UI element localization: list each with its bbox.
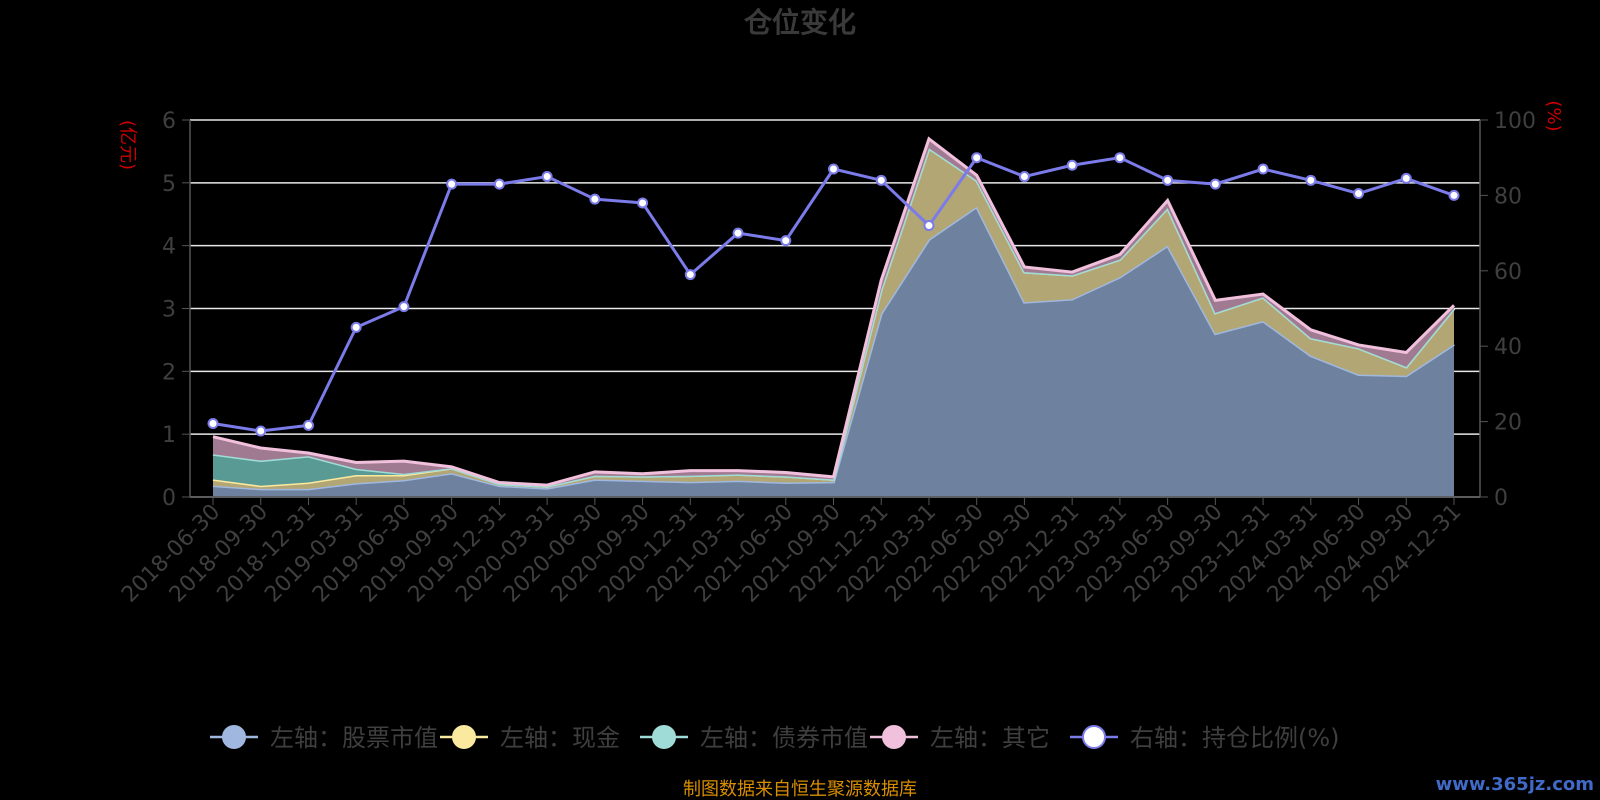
right-tick-label: 40: [1494, 335, 1522, 360]
legend-marker-0: [222, 725, 246, 749]
ratio-point: [446, 178, 458, 190]
ratio-point: [541, 171, 553, 183]
ratio-point: [398, 301, 410, 313]
right-tick-label: 60: [1494, 260, 1522, 285]
ratio-point: [1066, 159, 1078, 171]
ratio-point: [302, 419, 314, 431]
ratio-point: [780, 235, 792, 247]
right-axis-unit: (%): [1543, 100, 1564, 131]
legend-marker-2: [652, 725, 676, 749]
legend-label-0: 左轴：股票市值: [270, 724, 438, 752]
ratio-point: [684, 269, 696, 281]
legend-marker-1: [452, 725, 476, 749]
ratio-point: [207, 417, 219, 429]
source-note: 制图数据来自恒生聚源数据库: [683, 779, 917, 800]
ratio-point: [1162, 174, 1174, 186]
ratio-point: [828, 163, 839, 175]
legend-label-1: 左轴：现金: [500, 724, 620, 752]
left-tick-label: 6: [162, 109, 176, 134]
ratio-point: [875, 174, 887, 186]
legend-label-2: 左轴：债券市值: [700, 724, 868, 752]
legend: 左轴：股票市值 左轴：现金 左轴：债券市值 左轴：其它 右轴：持仓比例(%): [210, 724, 1340, 752]
left-tick-label: 1: [162, 423, 176, 448]
legend-marker-3: [882, 725, 906, 749]
ratio-point: [923, 220, 935, 232]
ratio-point: [1114, 152, 1126, 164]
legend-label-3: 左轴：其它: [930, 724, 1050, 752]
right-tick-label: 80: [1494, 184, 1522, 209]
ratio-point: [493, 178, 505, 190]
left-tick-label: 2: [162, 360, 176, 385]
left-axis-unit: (亿元): [117, 120, 138, 170]
area-series-0: [213, 206, 1454, 497]
ratio-point: [350, 321, 362, 333]
ratio-point: [971, 152, 983, 164]
area-edge-series-3: [212, 136, 1456, 487]
chart-title: 仓位变化: [744, 6, 856, 39]
ratio-point: [1448, 189, 1460, 201]
right-tick-label: 20: [1494, 411, 1522, 436]
right-tick-label: 100: [1494, 109, 1536, 134]
holding-ratio-line: [207, 152, 1460, 437]
area-edge-series-2: [212, 145, 1456, 488]
ratio-point: [732, 227, 744, 239]
ratio-point: [1400, 172, 1412, 184]
ratio-point: [255, 425, 267, 437]
left-tick-label: 5: [162, 172, 176, 197]
ratio-point: [1305, 174, 1317, 186]
left-tick-label: 0: [162, 486, 176, 511]
left-tick-label: 3: [162, 298, 176, 323]
right-tick-label: 0: [1494, 486, 1508, 511]
stacked-areas: [212, 136, 1456, 497]
ratio-point: [1257, 163, 1269, 175]
ratio-point: [1209, 178, 1221, 190]
watermark: www.365jz.com: [1436, 774, 1594, 795]
legend-marker-4: [1082, 725, 1106, 749]
ratio-point: [1353, 188, 1365, 200]
ratio-point: [637, 197, 649, 209]
ratio-point: [1018, 171, 1030, 183]
left-tick-label: 4: [162, 235, 176, 260]
ratio-point: [589, 193, 601, 205]
legend-label-4: 右轴：持仓比例(%): [1130, 724, 1340, 752]
